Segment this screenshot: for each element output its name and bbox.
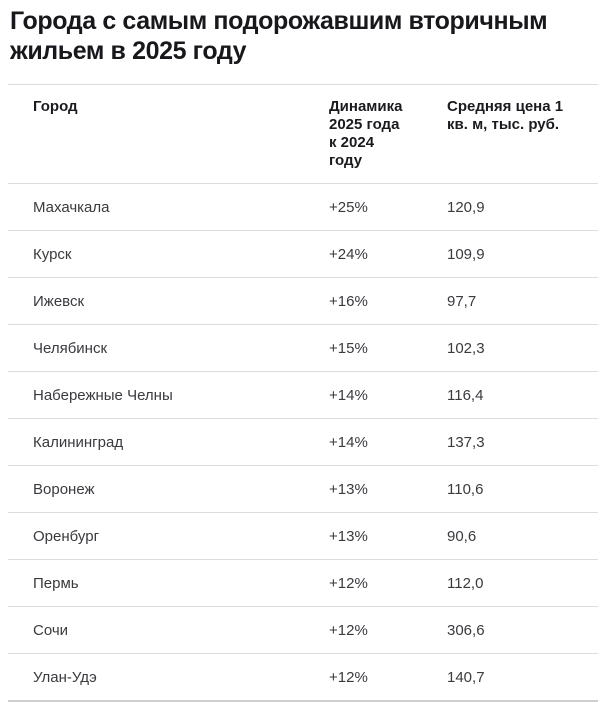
table-row: Набережные Челны +14% 116,4 bbox=[8, 371, 598, 419]
price-cell: 137,3 bbox=[447, 418, 598, 466]
dynamics-cell: +24% bbox=[329, 230, 447, 278]
price-cell: 110,6 bbox=[447, 465, 598, 513]
table-header: Город Динамика 2025 года к 2024 году Сре… bbox=[8, 84, 598, 184]
table-row: Калининград +14% 137,3 bbox=[8, 418, 598, 466]
dynamics-cell: +13% bbox=[329, 512, 447, 560]
table-row: Махачкала +25% 120,9 bbox=[8, 183, 598, 231]
column-header-dynamics-label: Динамика 2025 года к 2024 году bbox=[329, 98, 403, 169]
city-cell: Махачкала bbox=[8, 183, 329, 231]
table-row: Челябинск +15% 102,3 bbox=[8, 324, 598, 372]
dynamics-cell: +16% bbox=[329, 277, 447, 325]
table-row: Курск +24% 109,9 bbox=[8, 230, 598, 278]
price-table-container: Город Динамика 2025 года к 2024 году Сре… bbox=[8, 84, 598, 702]
price-cell: 120,9 bbox=[447, 183, 598, 231]
price-cell: 109,9 bbox=[447, 230, 598, 278]
price-cell: 90,6 bbox=[447, 512, 598, 560]
dynamics-cell: +12% bbox=[329, 606, 447, 654]
city-cell: Воронеж bbox=[8, 465, 329, 513]
table-row: Ижевск +16% 97,7 bbox=[8, 277, 598, 325]
price-cell: 112,0 bbox=[447, 559, 598, 607]
price-table: Город Динамика 2025 года к 2024 году Сре… bbox=[8, 84, 598, 702]
column-header-dynamics: Динамика 2025 года к 2024 году bbox=[329, 84, 447, 184]
table-row: Пермь +12% 112,0 bbox=[8, 559, 598, 607]
header-row: Город Динамика 2025 года к 2024 году Сре… bbox=[8, 84, 598, 184]
price-cell: 306,6 bbox=[447, 606, 598, 654]
dynamics-cell: +14% bbox=[329, 371, 447, 419]
city-cell: Калининград bbox=[8, 418, 329, 466]
price-cell: 116,4 bbox=[447, 371, 598, 419]
dynamics-cell: +25% bbox=[329, 183, 447, 231]
column-header-price: Средняя цена 1 кв. м, тыс. руб. bbox=[447, 84, 598, 184]
dynamics-cell: +14% bbox=[329, 418, 447, 466]
page-title: Города с самым подорожавшим вторичным жи… bbox=[10, 7, 548, 65]
table-row: Воронеж +13% 110,6 bbox=[8, 465, 598, 513]
dynamics-cell: +12% bbox=[329, 559, 447, 607]
city-cell: Курск bbox=[8, 230, 329, 278]
price-cell: 97,7 bbox=[447, 277, 598, 325]
city-cell: Набережные Челны bbox=[8, 371, 329, 419]
dynamics-cell: +13% bbox=[329, 465, 447, 513]
table-row: Сочи +12% 306,6 bbox=[8, 606, 598, 654]
table-body: Махачкала +25% 120,9 Курск +24% 109,9 Иж… bbox=[8, 183, 598, 702]
city-cell: Челябинск bbox=[8, 324, 329, 372]
price-cell: 102,3 bbox=[447, 324, 598, 372]
city-cell: Оренбург bbox=[8, 512, 329, 560]
city-cell: Пермь bbox=[8, 559, 329, 607]
dynamics-cell: +15% bbox=[329, 324, 447, 372]
city-cell: Ижевск bbox=[8, 277, 329, 325]
column-header-price-label: Средняя цена 1 кв. м, тыс. руб. bbox=[447, 98, 564, 133]
city-cell: Сочи bbox=[8, 606, 329, 654]
column-header-city: Город bbox=[8, 84, 329, 184]
column-header-city-label: Город bbox=[33, 98, 78, 115]
table-row: Оренбург +13% 90,6 bbox=[8, 512, 598, 560]
